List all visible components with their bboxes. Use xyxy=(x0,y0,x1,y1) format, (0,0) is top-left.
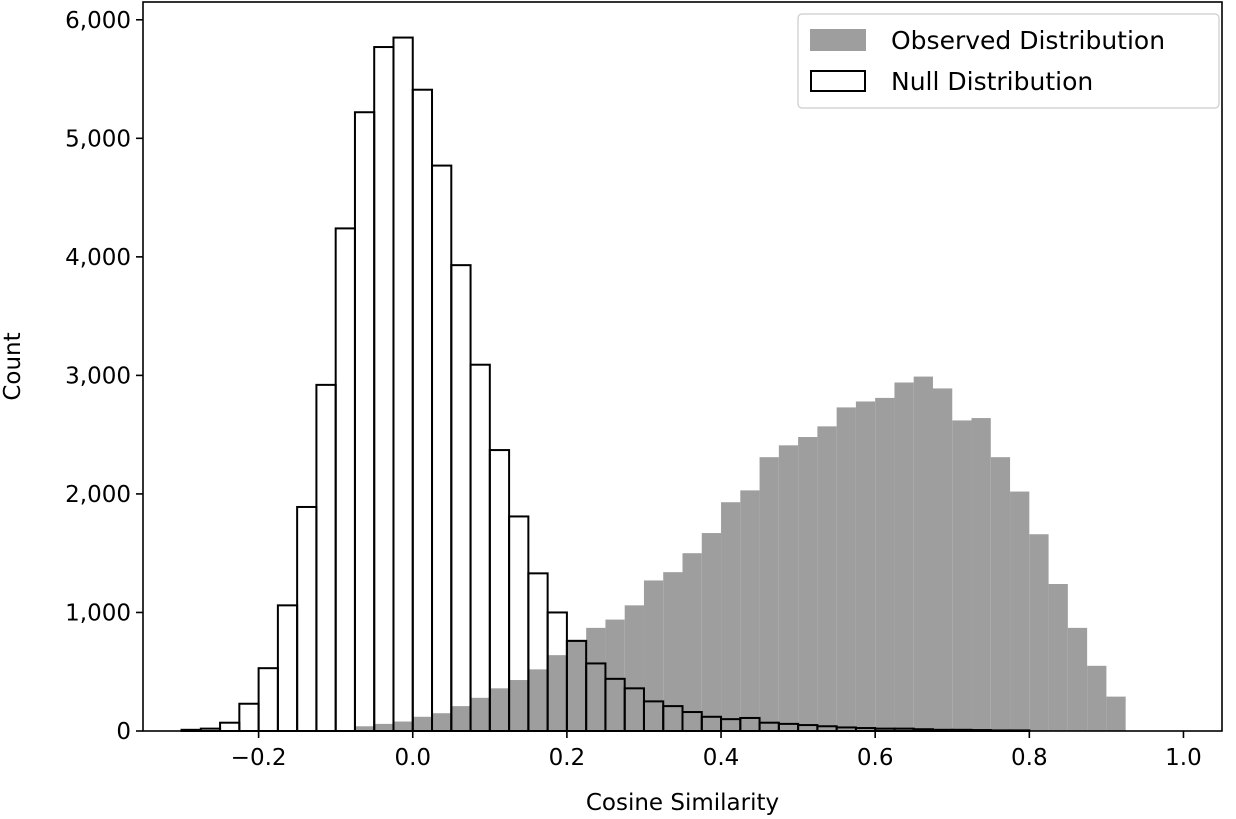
axes-frame xyxy=(142,1,1223,732)
null-bar xyxy=(334,227,356,732)
observed-bar xyxy=(470,697,490,731)
observed-distribution-bars xyxy=(354,376,1126,731)
null-bar xyxy=(257,667,279,732)
observed-bar xyxy=(1029,534,1049,731)
legend-swatch-observed xyxy=(810,29,866,51)
x-axis-label: Cosine Similarity xyxy=(586,790,779,816)
observed-bar xyxy=(412,716,433,731)
observed-bar xyxy=(759,457,779,731)
observed-bar xyxy=(374,723,394,731)
null-bar xyxy=(238,702,260,732)
observed-bar xyxy=(721,502,741,731)
observed-bar xyxy=(393,721,413,731)
y-tick-label: 6,000 xyxy=(65,8,131,34)
y-tick-label: 3,000 xyxy=(65,363,131,389)
null-bar xyxy=(450,264,472,732)
x-tick-label: 0.8 xyxy=(1011,745,1048,771)
legend-label-null: Null Distribution xyxy=(891,67,1093,96)
legend-swatch-null xyxy=(810,70,866,92)
y-axis-label: Count xyxy=(0,332,26,400)
x-tick-label: 1.0 xyxy=(1165,745,1202,771)
x-tick-label: 0.6 xyxy=(857,745,894,771)
null-bar xyxy=(469,363,491,732)
observed-bar xyxy=(932,388,953,731)
observed-bar xyxy=(913,376,933,731)
null-bar xyxy=(219,721,241,733)
observed-bar xyxy=(489,688,510,731)
null-bar xyxy=(373,46,395,733)
observed-bar xyxy=(643,580,664,731)
x-tick-label: −0.2 xyxy=(231,745,287,771)
observed-bar xyxy=(971,418,991,731)
observed-bar xyxy=(663,572,683,731)
observed-bar xyxy=(990,457,1011,731)
observed-bar xyxy=(682,553,702,731)
null-bar xyxy=(353,111,376,733)
observed-bar xyxy=(509,680,529,731)
x-tick-label: 0.4 xyxy=(703,745,740,771)
observed-bar xyxy=(875,397,895,731)
observed-bar xyxy=(855,401,876,731)
observed-bar xyxy=(605,619,625,731)
observed-bar xyxy=(798,437,818,731)
x-tick-label: 0.2 xyxy=(549,745,586,771)
observed-bar xyxy=(817,426,837,731)
y-tick-label: 0 xyxy=(116,719,131,745)
y-tick-label: 5,000 xyxy=(65,126,131,152)
y-tick-label: 1,000 xyxy=(65,600,131,626)
observed-bar xyxy=(1087,665,1107,731)
observed-bar xyxy=(586,627,606,731)
null-bar xyxy=(411,88,434,733)
legend: Observed Distribution Null Distribution xyxy=(797,13,1220,109)
null-bar xyxy=(431,164,453,732)
observed-bar xyxy=(1067,627,1088,731)
observed-bar xyxy=(1106,696,1126,731)
observed-bar xyxy=(354,726,375,731)
observed-bar xyxy=(952,420,972,731)
observed-bar xyxy=(432,713,452,731)
null-bar xyxy=(315,383,337,732)
x-tick-label: 0.0 xyxy=(394,745,431,771)
observed-bar xyxy=(740,490,760,731)
observed-bar xyxy=(1010,491,1030,731)
y-axis-ticks: 0 1,000 2,000 3,000 4,000 5,000 6,000 xyxy=(65,8,143,745)
y-tick-label: 4,000 xyxy=(65,245,131,271)
observed-bar xyxy=(1048,584,1068,731)
null-bar xyxy=(392,36,414,733)
observed-bar xyxy=(701,533,722,731)
observed-bar xyxy=(894,382,914,731)
null-bar xyxy=(276,604,299,732)
observed-bar xyxy=(451,706,471,731)
observed-bar xyxy=(528,669,548,731)
observed-bar xyxy=(547,655,567,731)
observed-bar xyxy=(836,407,856,731)
legend-label-observed: Observed Distribution xyxy=(891,26,1165,55)
x-axis-ticks: −0.2 0.0 0.2 0.4 0.6 0.8 1.0 xyxy=(231,731,1202,771)
y-tick-label: 2,000 xyxy=(65,482,131,508)
observed-bar xyxy=(624,605,644,731)
legend-box xyxy=(797,13,1220,109)
observed-bar xyxy=(566,639,587,731)
null-bar xyxy=(296,505,318,732)
observed-bar xyxy=(778,445,799,731)
